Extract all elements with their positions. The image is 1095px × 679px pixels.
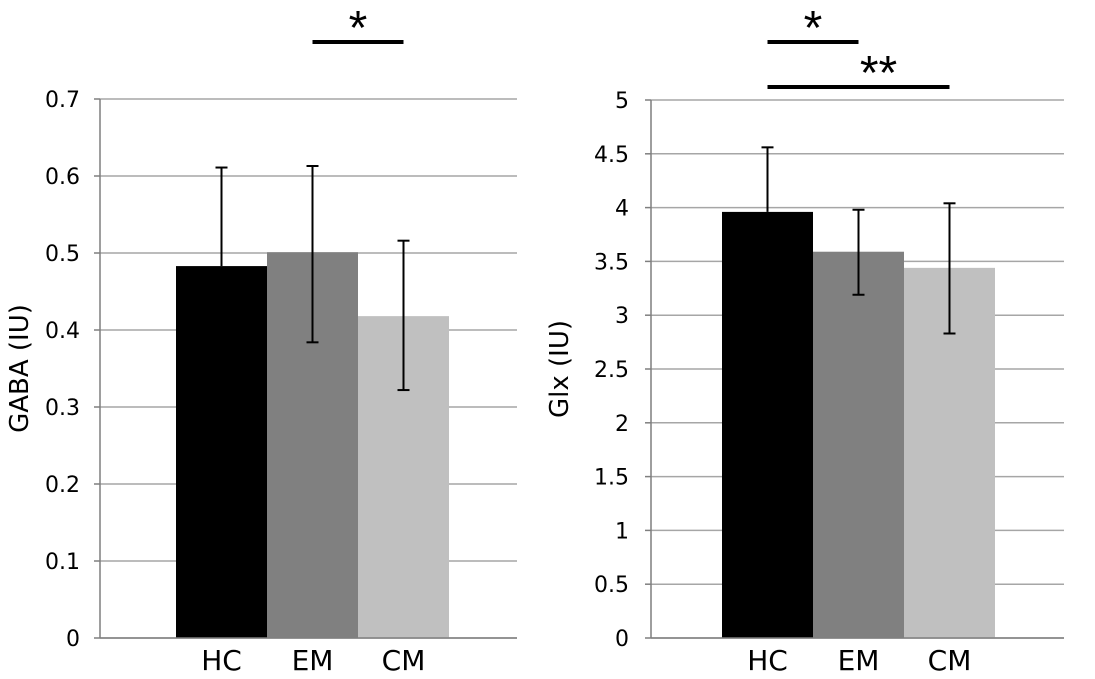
y-tick-label: 0.2 <box>45 473 80 498</box>
y-tick-label: 0.1 <box>45 550 80 575</box>
x-tick-label-hc: HC <box>747 644 788 677</box>
y-tick-label: 5 <box>615 89 629 114</box>
y-axis-label: GABA (IU) <box>5 304 35 433</box>
y-tick-label: 3.5 <box>594 250 629 275</box>
x-tick-label-cm: CM <box>382 644 426 677</box>
y-tick-label: 0.3 <box>45 396 80 421</box>
significance-marker: * <box>804 2 823 55</box>
chart-1: 0 0.1 0.2 0.3 0.4 0.5 0.6 0.7 HC EM CM GABA (IU) * <box>5 2 517 677</box>
x-tick-label-hc: HC <box>201 644 242 677</box>
y-tick-label: 3 <box>615 304 629 329</box>
x-tick-label-cm: CM <box>928 644 972 677</box>
y-tick-label: 1 <box>615 519 629 544</box>
y-tick-label: 4 <box>615 197 629 222</box>
y-tick-label: 0 <box>66 627 80 652</box>
y-tick-label: 1.5 <box>594 466 629 491</box>
y-tick-label: 0.5 <box>594 573 629 598</box>
x-tick-label-em: EM <box>838 644 880 677</box>
bar-em <box>813 251 904 638</box>
bar-hc <box>176 266 267 638</box>
y-tick-label: 0.4 <box>45 319 80 344</box>
significance-marker: ** <box>860 47 897 100</box>
significance-marker: * <box>349 2 368 55</box>
y-axis-label: Glx (IU) <box>545 320 575 418</box>
bar-hc <box>722 211 813 639</box>
y-tick-label: 0.5 <box>45 242 80 267</box>
y-tick-label: 0 <box>615 627 629 652</box>
x-tick-label-em: EM <box>292 644 334 677</box>
y-tick-label: 2.5 <box>594 358 629 383</box>
y-tick-label: 0.6 <box>45 165 80 190</box>
y-tick-label: 0.7 <box>45 88 80 113</box>
y-tick-label: 4.5 <box>594 143 629 168</box>
y-tick-label: 2 <box>615 412 629 437</box>
